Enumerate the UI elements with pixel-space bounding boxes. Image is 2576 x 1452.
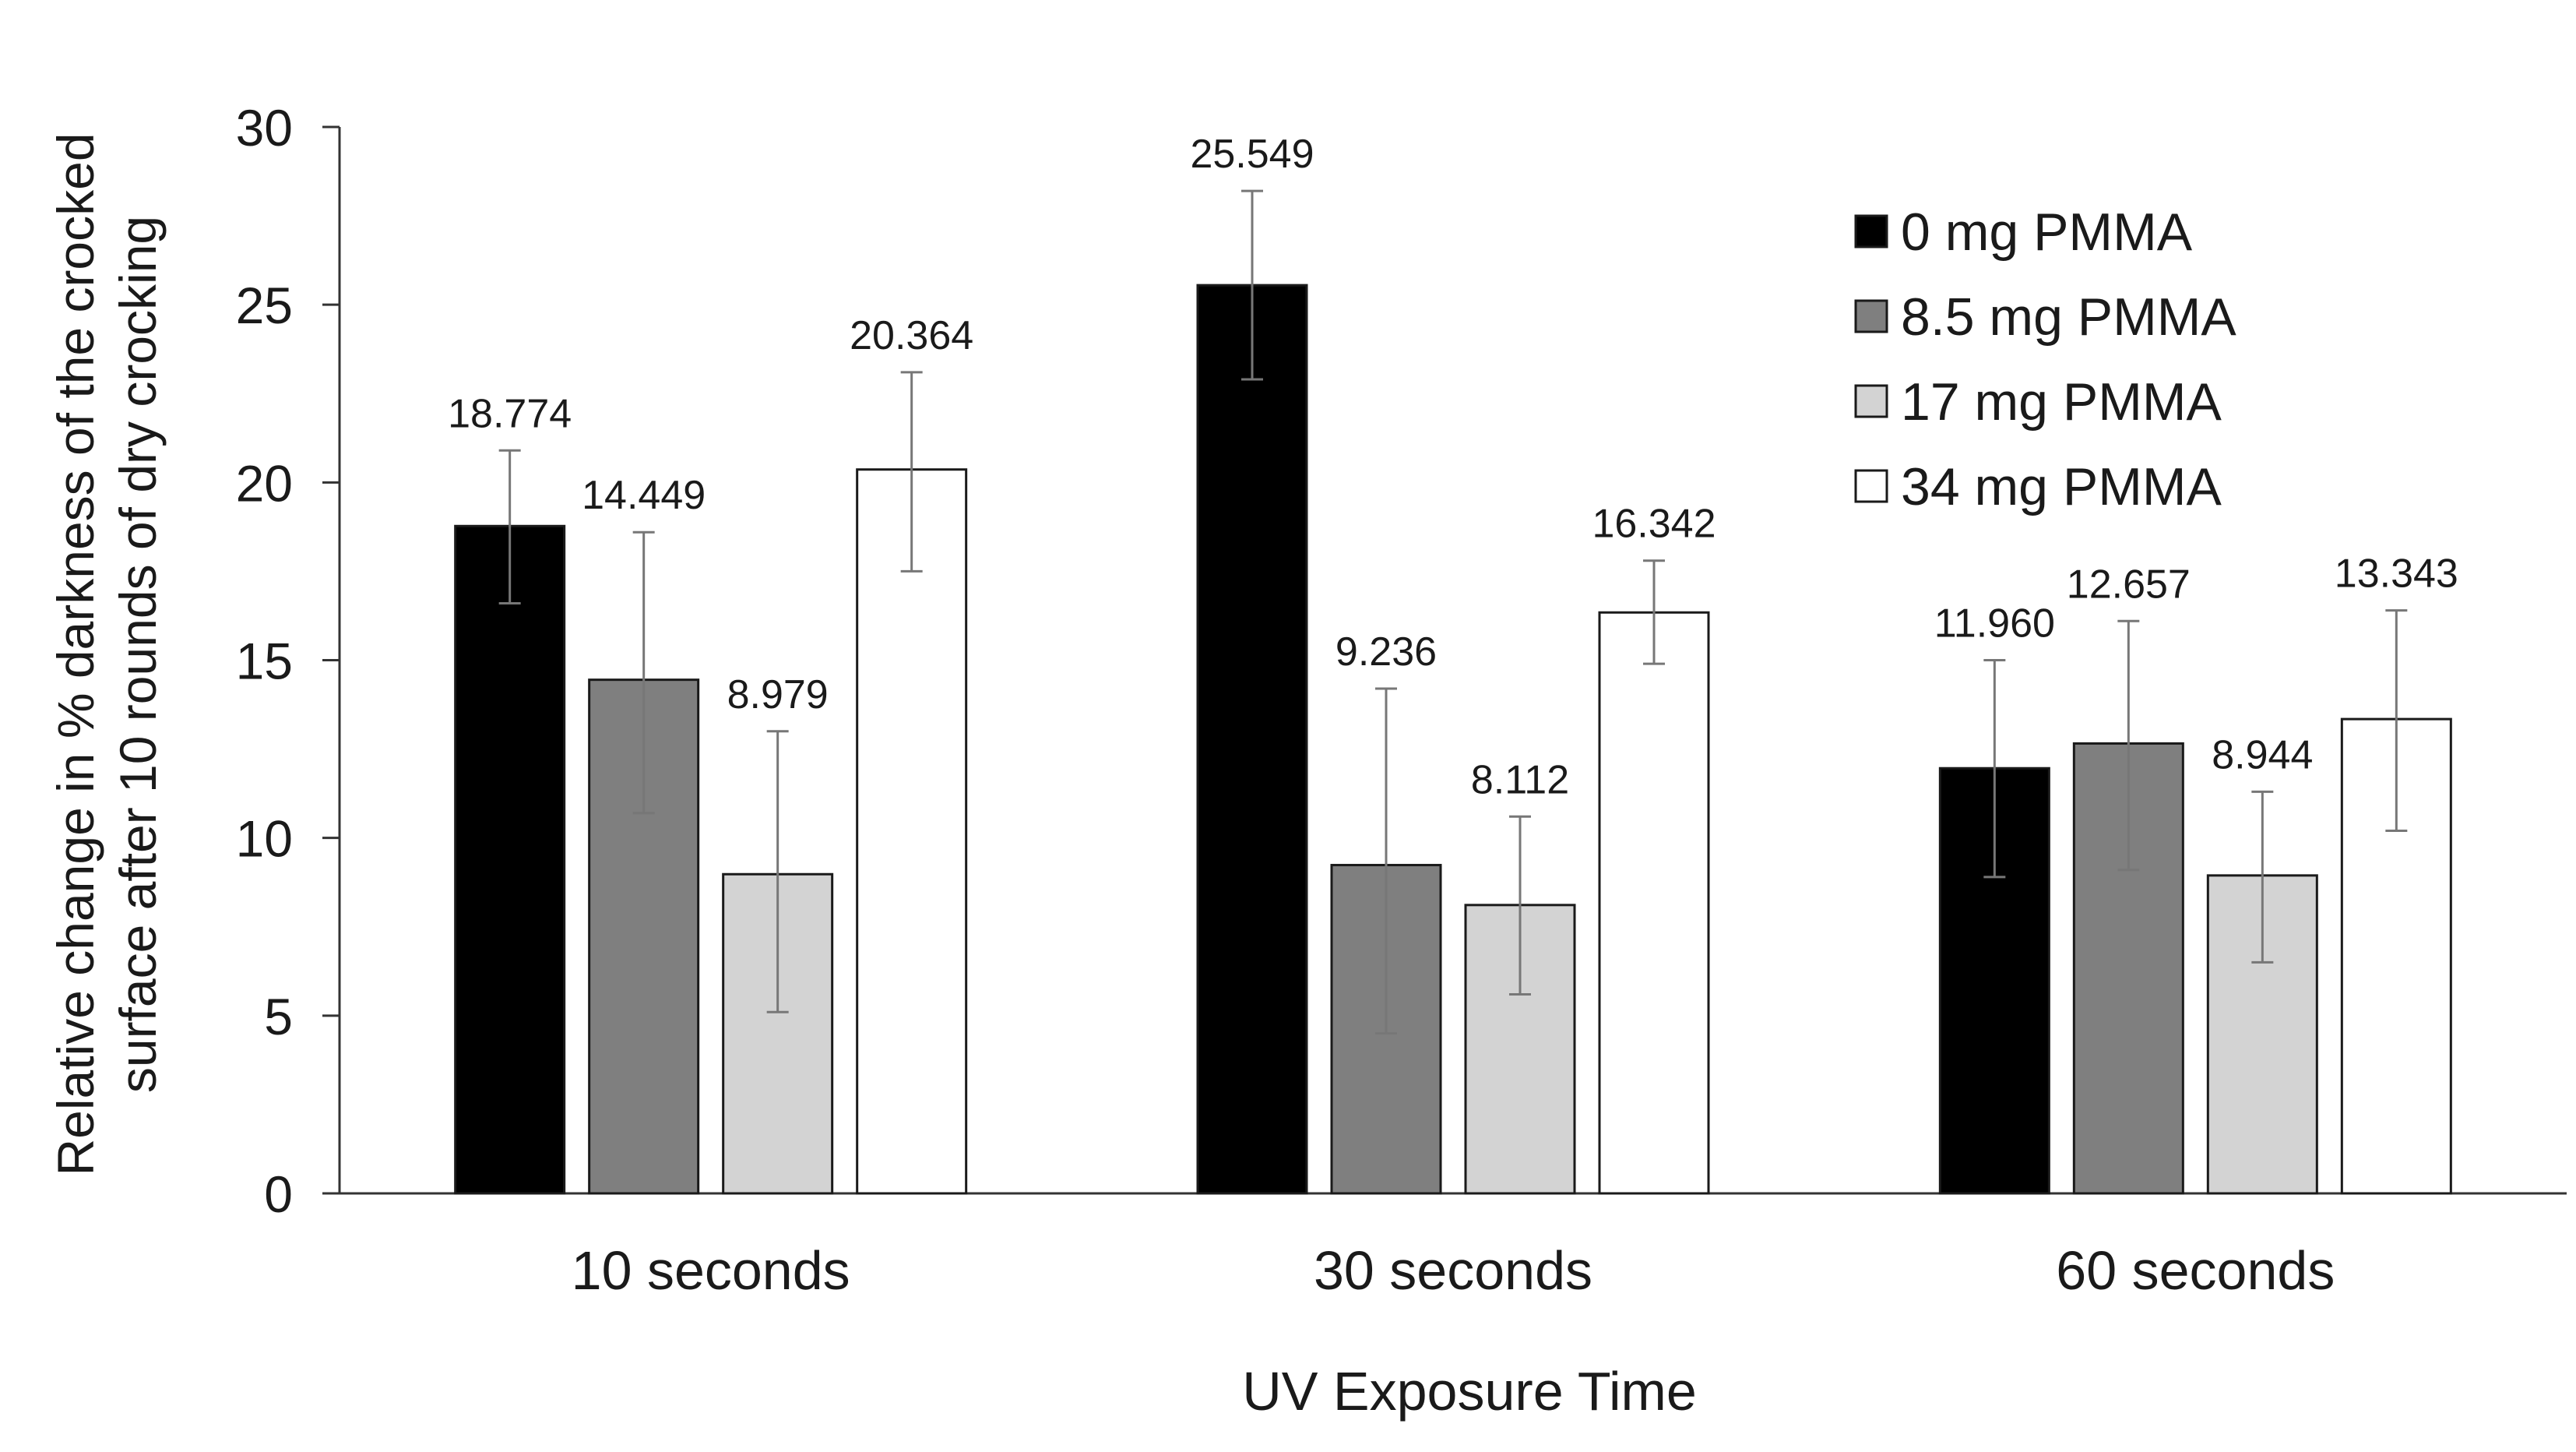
- error-bar-8-5-mg-pmma-10-seconds: [632, 530, 655, 815]
- legend-label: 34 mg PMMA: [1901, 457, 2222, 516]
- error-bar-17-mg-pmma-10-seconds: [766, 730, 789, 1013]
- data-label-34-mg-pmma-10-seconds: 20.364: [850, 313, 973, 358]
- error-bar-17-mg-pmma-30-seconds: [1509, 815, 1531, 996]
- error-bar-34-mg-pmma-10-seconds: [900, 371, 923, 573]
- data-label-0-mg-pmma-60-seconds: 11.960: [1934, 601, 2055, 647]
- y-axis-title-line-1: Relative change in % darkness of the cro…: [47, 132, 104, 1175]
- x-tick-label-10-seconds: 10 seconds: [572, 1240, 850, 1301]
- legend-item-34-mg-pmma: 34 mg PMMA: [1854, 457, 2222, 516]
- legend-swatch: [1854, 469, 1888, 503]
- data-label-17-mg-pmma-60-seconds: 8.944: [2212, 732, 2313, 777]
- legend-item-0-mg-pmma: 0 mg PMMA: [1854, 203, 2193, 262]
- legend-item-8-5-mg-pmma: 8.5 mg PMMA: [1854, 287, 2236, 347]
- y-tick-label-20: 20: [236, 454, 293, 512]
- error-bar-34-mg-pmma-30-seconds: [1643, 559, 1665, 665]
- error-bar-8-5-mg-pmma-30-seconds: [1375, 687, 1397, 1035]
- legend-swatch: [1854, 214, 1888, 248]
- y-tick-label-5: 5: [264, 988, 293, 1045]
- bar-0-mg-pmma-30-seconds: [1196, 284, 1308, 1195]
- error-bars: [498, 189, 2408, 1035]
- data-label-8-5-mg-pmma-60-seconds: 12.657: [2067, 562, 2191, 607]
- legend-label: 0 mg PMMA: [1901, 203, 2193, 262]
- x-tick-label-60-seconds: 60 seconds: [2056, 1240, 2335, 1301]
- legend-label: 17 mg PMMA: [1901, 372, 2222, 432]
- legend-swatch: [1854, 384, 1888, 418]
- y-axis-title-line-2: surface after 10 rounds of dry crocking: [109, 216, 167, 1093]
- data-label-0-mg-pmma-30-seconds: 25.549: [1190, 132, 1314, 177]
- bar-34-mg-pmma-30-seconds: [1598, 611, 1710, 1195]
- error-bar-8-5-mg-pmma-60-seconds: [2117, 619, 2140, 872]
- error-bar-17-mg-pmma-60-seconds: [2251, 790, 2274, 964]
- data-label-34-mg-pmma-60-seconds: 13.343: [2335, 552, 2458, 597]
- data-label-8-5-mg-pmma-10-seconds: 14.449: [582, 473, 706, 518]
- y-tick-label-0: 0: [264, 1165, 293, 1223]
- x-tick-label-30-seconds: 30 seconds: [1314, 1240, 1592, 1301]
- axes: 0 5 10 15 20 25 30 10 seconds 30 seconds 60 secon…: [236, 99, 2567, 1301]
- data-label-8-5-mg-pmma-30-seconds: 9.236: [1336, 629, 1437, 675]
- data-label-34-mg-pmma-30-seconds: 16.342: [1592, 502, 1716, 547]
- bar-0-mg-pmma-10-seconds: [454, 524, 566, 1195]
- data-label-0-mg-pmma-10-seconds: 18.774: [448, 391, 572, 436]
- error-bar-34-mg-pmma-60-seconds: [2385, 609, 2408, 833]
- y-tick-label-10: 10: [236, 810, 293, 868]
- data-label-17-mg-pmma-30-seconds: 8.112: [1471, 757, 1569, 802]
- error-bar-0-mg-pmma-10-seconds: [498, 449, 521, 604]
- bar-34-mg-pmma-10-seconds: [856, 468, 968, 1195]
- x-axis-title: UV Exposure Time: [1242, 1361, 1697, 1422]
- error-bar-0-mg-pmma-60-seconds: [1983, 659, 2006, 879]
- y-tick-label-30: 30: [236, 99, 293, 157]
- legend-swatch: [1854, 299, 1888, 333]
- data-label-17-mg-pmma-10-seconds: 8.979: [727, 672, 829, 717]
- legend: 0 mg PMMA 8.5 mg PMMA 17 mg PMMA 34 mg PMMA: [1854, 203, 2236, 516]
- y-tick-label-25: 25: [236, 277, 293, 334]
- legend-item-17-mg-pmma: 17 mg PMMA: [1854, 372, 2222, 432]
- legend-label: 8.5 mg PMMA: [1901, 287, 2236, 347]
- error-bar-0-mg-pmma-30-seconds: [1241, 189, 1263, 381]
- y-axis-title: Relative change in % darkness of the cro…: [47, 132, 167, 1175]
- y-tick-label-15: 15: [236, 633, 293, 690]
